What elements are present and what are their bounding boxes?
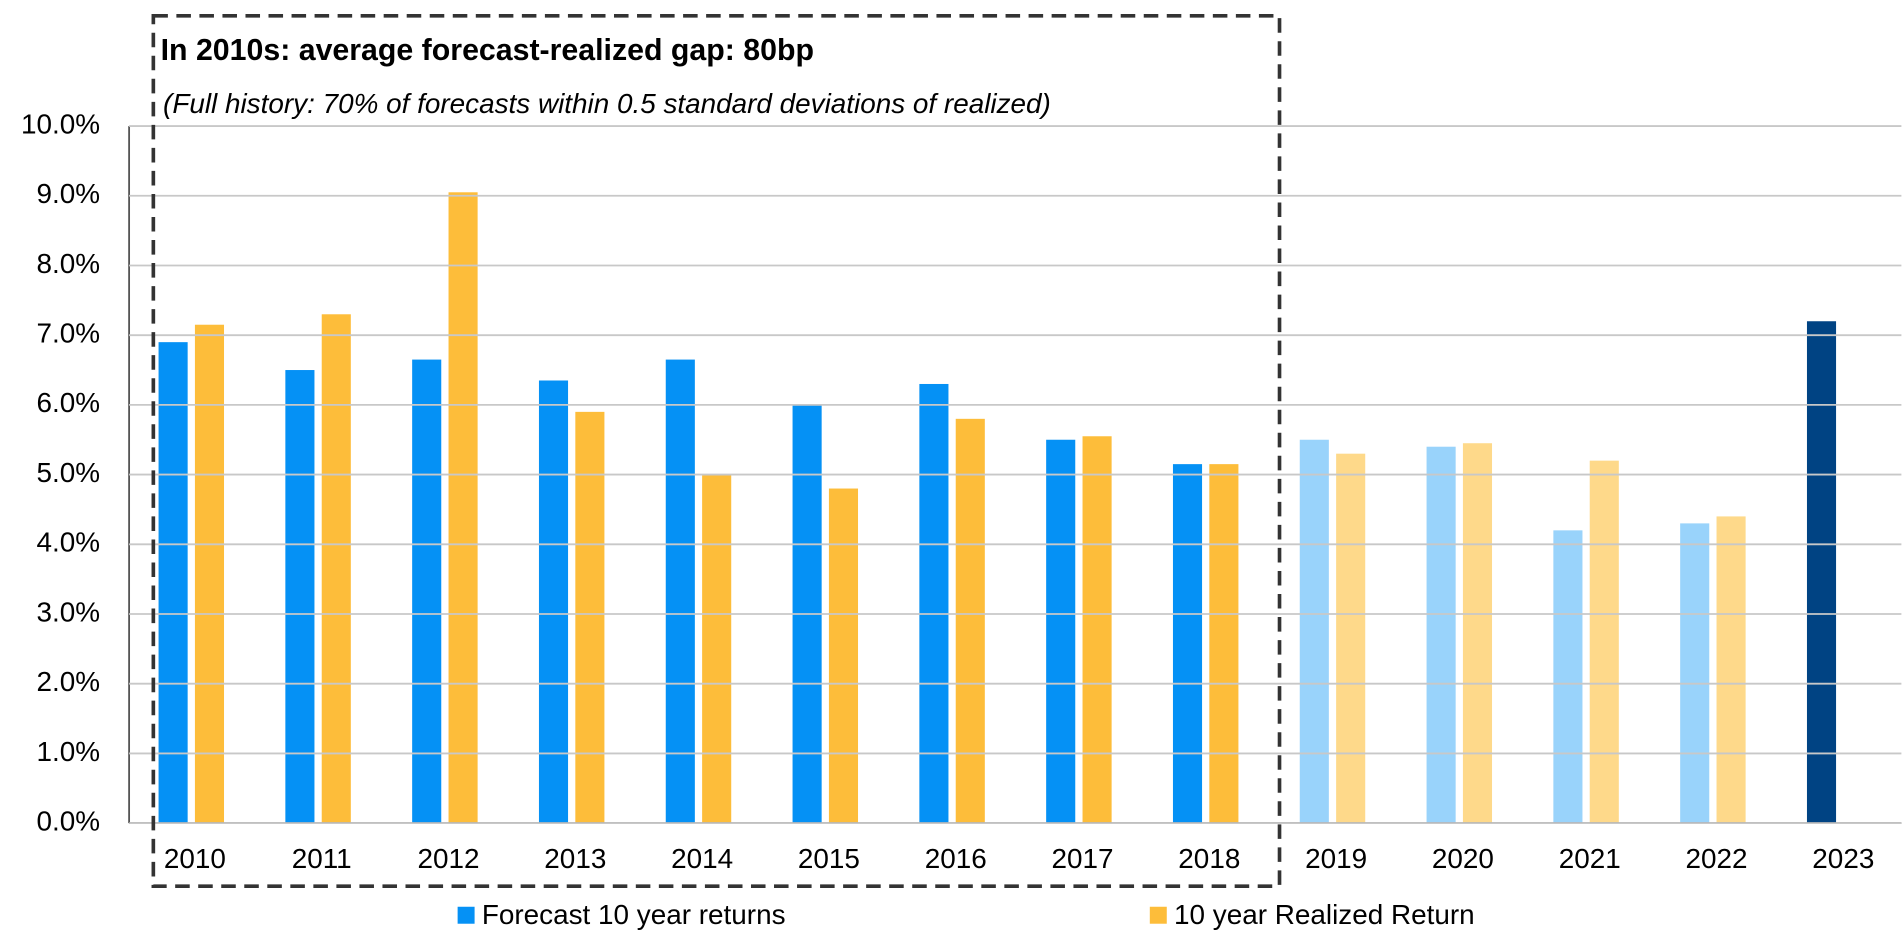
- x-tick-label: 2015: [798, 843, 860, 874]
- bar: [1589, 460, 1619, 824]
- bar: [1336, 453, 1366, 824]
- bar: [955, 418, 985, 824]
- annotation-subtitle: (Full history: 70% of forecasts within 0…: [163, 88, 1051, 119]
- bar: [1172, 464, 1203, 824]
- x-tick-label: 2018: [1178, 843, 1240, 874]
- bar: [321, 314, 351, 824]
- bar: [1806, 321, 1837, 824]
- y-tick-label: 5.0%: [36, 457, 100, 488]
- x-tick-label: 2021: [1559, 843, 1621, 874]
- y-tick-label: 4.0%: [36, 527, 100, 558]
- annotation-title: In 2010s: average forecast-realized gap:…: [161, 34, 814, 67]
- x-tick-label: 2023: [1812, 843, 1874, 874]
- legend-label: 10 year Realized Return: [1174, 899, 1475, 930]
- y-tick-label: 8.0%: [36, 248, 100, 279]
- x-tick-label: 2022: [1686, 843, 1748, 874]
- bar: [1046, 439, 1076, 824]
- bar: [575, 411, 605, 824]
- legend-swatch: [457, 906, 475, 924]
- x-tick-label: 2012: [418, 843, 480, 874]
- y-tick-label: 6.0%: [36, 387, 100, 418]
- x-tick-label: 2011: [292, 843, 352, 874]
- bar: [1209, 464, 1239, 824]
- bar: [1716, 516, 1746, 824]
- x-tick-label: 2019: [1305, 843, 1367, 874]
- x-tick-label: 2017: [1052, 843, 1114, 874]
- y-tick-label: 1.0%: [36, 736, 100, 767]
- y-tick-label: 9.0%: [36, 178, 100, 209]
- x-tick-label: 2014: [671, 843, 733, 874]
- bar: [158, 342, 188, 824]
- x-tick-label: 2010: [164, 843, 226, 874]
- bar: [919, 383, 949, 824]
- y-tick-label: 3.0%: [36, 596, 100, 627]
- bar: [412, 359, 442, 824]
- bar: [665, 359, 695, 824]
- bar: [1299, 439, 1329, 824]
- bar: [702, 474, 732, 824]
- highlight-box: [151, 13, 1282, 888]
- legend-label: Forecast 10 year returns: [482, 899, 786, 930]
- x-tick-label: 2016: [925, 843, 987, 874]
- x-tick-label: 2020: [1432, 843, 1494, 874]
- bar: [285, 370, 315, 824]
- bar: [1426, 446, 1456, 824]
- bar: [1082, 436, 1112, 824]
- bar: [1680, 523, 1710, 824]
- bar: [828, 488, 859, 824]
- bar: [1553, 530, 1583, 824]
- bar: [1462, 443, 1493, 824]
- y-tick-label: 7.0%: [36, 318, 100, 349]
- bar: [194, 324, 225, 824]
- x-tick-label: 2013: [544, 843, 606, 874]
- y-tick-label: 0.0%: [36, 805, 100, 836]
- legend-swatch: [1149, 906, 1167, 924]
- y-tick-label: 10.0%: [21, 108, 100, 139]
- bar: [448, 192, 478, 824]
- y-tick-label: 2.0%: [36, 666, 100, 697]
- bar: [538, 380, 569, 824]
